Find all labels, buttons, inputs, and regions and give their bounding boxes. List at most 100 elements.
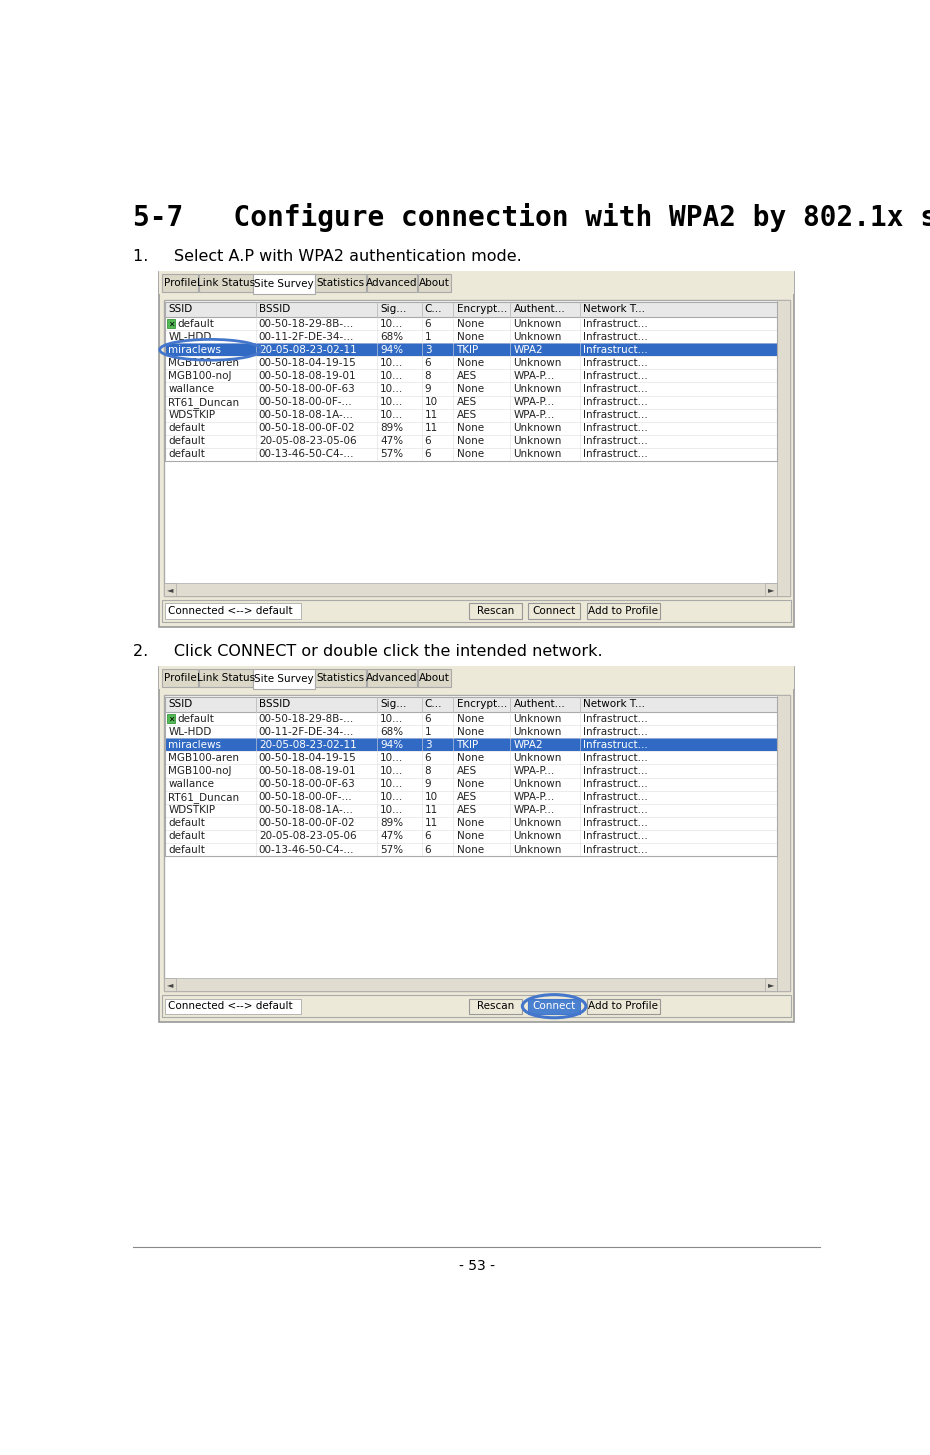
Bar	[164, 978, 176, 991]
Bar	[764, 978, 777, 991]
Text: 00-50-18-04-19-15: 00-50-18-04-19-15	[259, 358, 356, 368]
Text: Infrastruct...: Infrastruct...	[583, 752, 647, 762]
Bar	[166, 343, 777, 356]
Text: 68%: 68%	[380, 726, 403, 736]
Bar	[528, 604, 580, 618]
Text: AES: AES	[457, 410, 477, 420]
Text: 47%: 47%	[380, 436, 403, 447]
Text: None: None	[457, 384, 484, 394]
Text: default: default	[178, 713, 214, 723]
Text: default: default	[168, 436, 205, 447]
Text: WPA-P...: WPA-P...	[513, 792, 554, 802]
Bar	[162, 601, 791, 621]
Text: 00-13-46-50-C4-...: 00-13-46-50-C4-...	[259, 844, 354, 854]
Bar	[469, 998, 522, 1014]
Text: 8: 8	[425, 765, 432, 776]
Text: Infrastruct...: Infrastruct...	[583, 345, 647, 355]
Text: 00-50-18-00-0F-02: 00-50-18-00-0F-02	[259, 818, 355, 828]
Text: Unknown: Unknown	[513, 358, 562, 368]
Text: WPA-P...: WPA-P...	[513, 371, 554, 381]
Bar	[166, 764, 777, 777]
Text: Statistics: Statistics	[316, 278, 365, 288]
Text: 9: 9	[425, 384, 432, 394]
Bar	[164, 695, 790, 991]
Bar	[166, 448, 777, 461]
Text: 20-05-08-23-02-11: 20-05-08-23-02-11	[259, 739, 356, 749]
Text: Unknown: Unknown	[513, 319, 562, 329]
Bar	[166, 842, 777, 856]
Bar	[528, 998, 580, 1014]
Text: Infrastruct...: Infrastruct...	[583, 332, 647, 342]
Text: 6: 6	[425, 844, 432, 854]
Text: Infrastruct...: Infrastruct...	[583, 805, 647, 815]
Bar	[166, 396, 777, 409]
Text: 11: 11	[425, 410, 438, 420]
Text: None: None	[457, 450, 484, 460]
Text: Unknown: Unknown	[513, 726, 562, 736]
Text: AES: AES	[457, 765, 477, 776]
Bar	[166, 317, 777, 330]
Bar	[166, 301, 777, 317]
Bar	[418, 274, 451, 292]
Text: Infrastruct...: Infrastruct...	[583, 778, 647, 789]
Text: 00-13-46-50-C4-...: 00-13-46-50-C4-...	[259, 450, 354, 460]
Text: None: None	[457, 436, 484, 447]
Text: Unknown: Unknown	[513, 818, 562, 828]
Text: 11: 11	[425, 805, 438, 815]
Text: Unknown: Unknown	[513, 752, 562, 762]
Text: 11: 11	[425, 818, 438, 828]
Text: Unknown: Unknown	[513, 713, 562, 723]
Text: Infrastruct...: Infrastruct...	[583, 410, 647, 420]
Text: Profile: Profile	[164, 674, 196, 684]
Bar	[166, 711, 777, 725]
Text: 00-11-2F-DE-34-...: 00-11-2F-DE-34-...	[259, 332, 354, 342]
Text: WPA-P...: WPA-P...	[513, 765, 554, 776]
Text: 00-11-2F-DE-34-...: 00-11-2F-DE-34-...	[259, 726, 354, 736]
Text: 00-50-18-00-0F-02: 00-50-18-00-0F-02	[259, 423, 355, 434]
Text: 57%: 57%	[380, 844, 403, 854]
Text: 68%: 68%	[380, 332, 403, 342]
Text: 10...: 10...	[380, 752, 404, 762]
Text: 3: 3	[425, 739, 432, 749]
Bar	[164, 300, 790, 595]
Text: WL-HDD: WL-HDD	[168, 332, 211, 342]
Text: TKIP: TKIP	[457, 739, 479, 749]
Bar	[166, 714, 175, 723]
Text: 6: 6	[425, 831, 432, 841]
Text: Sig...: Sig...	[380, 304, 406, 314]
Text: None: None	[457, 713, 484, 723]
Text: 00-50-18-08-19-01: 00-50-18-08-19-01	[259, 765, 356, 776]
Text: Add to Profile: Add to Profile	[589, 1001, 658, 1011]
Bar	[418, 669, 451, 687]
Bar	[166, 383, 777, 396]
Text: RT61_Duncan: RT61_Duncan	[168, 397, 239, 407]
Text: 1: 1	[425, 726, 432, 736]
Bar	[166, 435, 777, 448]
Text: Unknown: Unknown	[513, 450, 562, 460]
Bar	[366, 274, 417, 292]
Text: 2.     Click CONNECT or double click the intended network.: 2. Click CONNECT or double click the int…	[133, 645, 603, 659]
Text: Connected <--> default: Connected <--> default	[168, 1001, 293, 1011]
Text: 00-50-18-00-0F-63: 00-50-18-00-0F-63	[259, 384, 355, 394]
Text: WPA2: WPA2	[513, 345, 543, 355]
Bar	[764, 583, 777, 595]
Bar	[166, 777, 777, 790]
Text: Connected <--> default: Connected <--> default	[168, 607, 293, 615]
Bar	[469, 604, 522, 618]
Bar	[162, 669, 198, 687]
Bar	[164, 583, 176, 595]
Text: Sig...: Sig...	[380, 700, 406, 710]
Text: 6: 6	[425, 450, 432, 460]
Text: 20-05-08-23-02-11: 20-05-08-23-02-11	[259, 345, 356, 355]
Text: Unknown: Unknown	[513, 844, 562, 854]
Text: About: About	[418, 674, 450, 684]
Text: 10: 10	[425, 792, 438, 802]
Text: Link Status: Link Status	[197, 674, 255, 684]
Text: 00-50-18-00-0F-...: 00-50-18-00-0F-...	[259, 792, 352, 802]
Bar	[166, 829, 777, 842]
Bar	[166, 751, 777, 764]
Text: Infrastruct...: Infrastruct...	[583, 450, 647, 460]
Bar	[587, 998, 660, 1014]
Text: wallance: wallance	[168, 778, 214, 789]
Text: Encrypt...: Encrypt...	[457, 304, 507, 314]
